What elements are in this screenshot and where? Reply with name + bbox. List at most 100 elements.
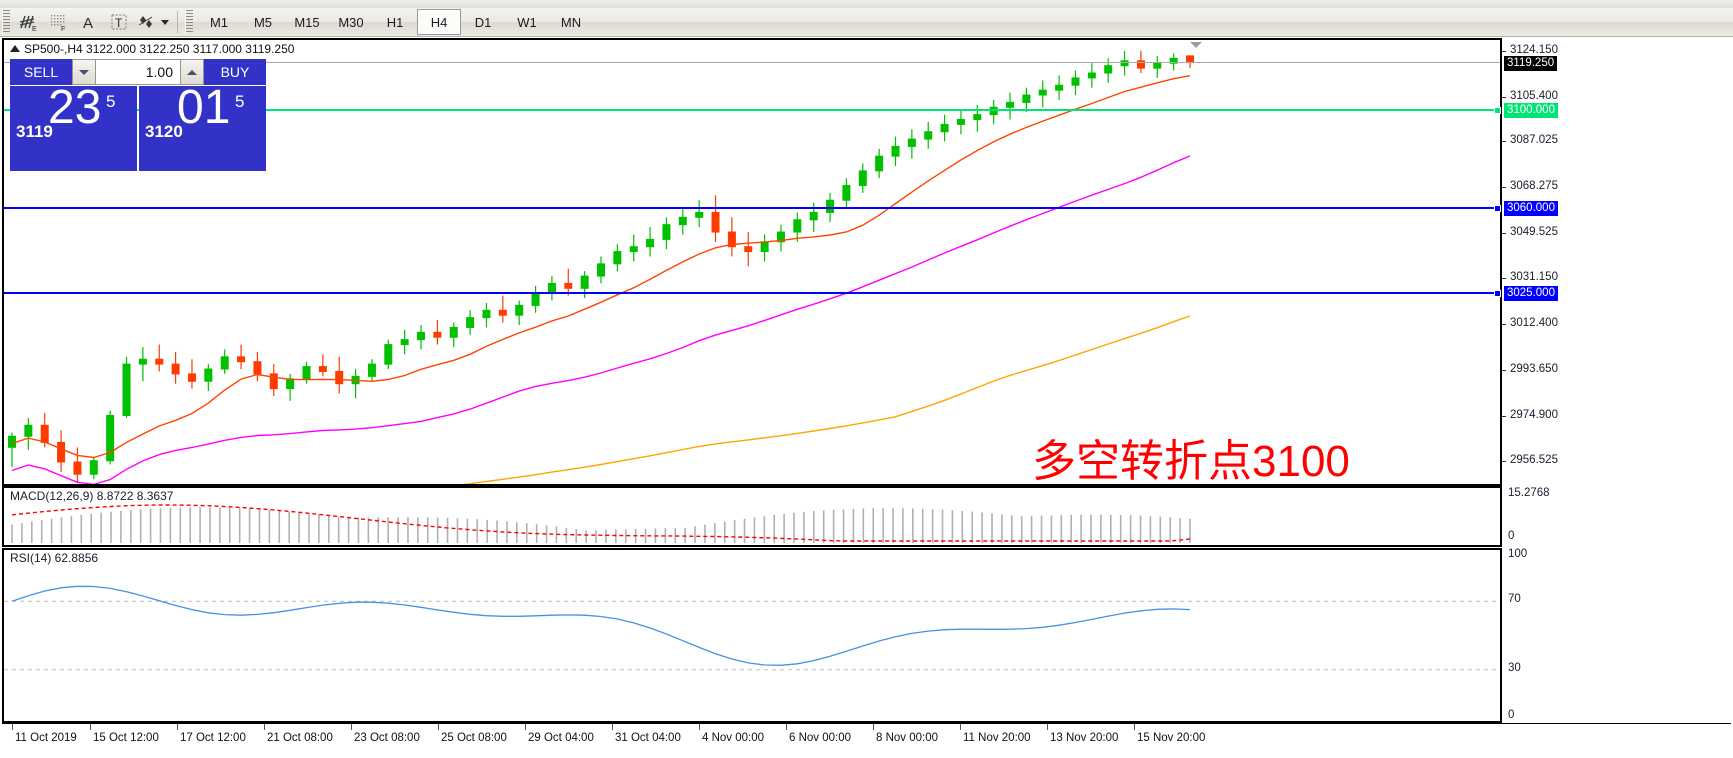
- price-tick-mark: [1502, 415, 1506, 417]
- price-tick-mark: [1502, 324, 1506, 325]
- time-tick-mark: [960, 724, 961, 730]
- time-tick-mark: [438, 724, 439, 730]
- svg-text:F: F: [61, 26, 65, 33]
- svg-text:A: A: [83, 15, 93, 32]
- macd-scale: 15.2768 0: [1502, 486, 1731, 547]
- level-3060-line[interactable]: [4, 204, 1501, 212]
- macd-label: MACD(12,26,9) 8.8722 8.3637: [10, 489, 174, 503]
- buy-button[interactable]: BUY: [204, 59, 266, 85]
- rsi-pane[interactable]: RSI(14) 62.8856: [2, 548, 1502, 723]
- objects-icon[interactable]: [134, 8, 158, 36]
- price-tick-mark: [1502, 96, 1506, 98]
- time-tick-mark: [1047, 724, 1048, 730]
- sell-price-display[interactable]: 3119 23 5: [10, 86, 137, 171]
- rsi-plot: [4, 585, 1500, 671]
- price-tick-label: 3049.525: [1510, 226, 1558, 239]
- timeframe-m5[interactable]: M5: [253, 14, 273, 30]
- macd-tick-label: 15.2768: [1508, 487, 1550, 499]
- price-tick-mark: [1502, 187, 1506, 189]
- chart-symbol-header: SP500-,H4 3122.000 3122.250 3117.000 311…: [10, 42, 294, 56]
- volume-input[interactable]: 1.00: [96, 59, 180, 85]
- rsi-tick-label: 0: [1508, 709, 1515, 721]
- current-price-badge: 3119.250: [1504, 55, 1558, 71]
- text-tool-icon[interactable]: A: [74, 8, 104, 36]
- time-tick-mark: [12, 724, 13, 730]
- price-tick-label: 2956.525: [1510, 453, 1558, 466]
- one-click-trading-panel[interactable]: SELL 1.00 BUY 3119 23 5 3120 01 5: [10, 59, 266, 171]
- sell-price-fraction: 5: [106, 92, 116, 111]
- time-tick-label: 6 Nov 00:00: [789, 732, 852, 744]
- level-3025-line[interactable]: [4, 290, 1501, 298]
- price-pane[interactable]: SP500-,H4 3122.000 3122.250 3117.000 311…: [2, 38, 1502, 486]
- time-tick-mark: [786, 724, 787, 730]
- price-tick-mark: [1502, 141, 1506, 143]
- indicators-icon[interactable]: E: [14, 8, 44, 36]
- rsi-tick-label: 70: [1508, 593, 1521, 606]
- time-tick-mark: [525, 724, 526, 730]
- time-tick-mark: [699, 724, 700, 730]
- timeframe-grip[interactable]: [185, 10, 193, 34]
- price-tick-mark: [1502, 233, 1506, 235]
- chart-annotation-text: 多空转折点3100: [1032, 437, 1350, 486]
- timeframe-h1[interactable]: H1: [386, 14, 404, 30]
- timeframe-mn[interactable]: MN: [560, 14, 582, 30]
- time-tick-label: 29 Oct 04:00: [528, 732, 594, 744]
- buy-price-fraction: 5: [235, 92, 245, 111]
- price-tick-mark: [1502, 460, 1506, 462]
- collapse-triangle-icon[interactable]: [10, 45, 20, 52]
- time-tick-mark: [177, 724, 178, 730]
- timeframe-h4[interactable]: H4: [417, 9, 461, 35]
- level-3025-badge: 3025.000: [1504, 286, 1558, 302]
- chart-header-text: SP500-,H4 3122.000 3122.250 3117.000 311…: [24, 42, 295, 56]
- time-tick-label: 15 Oct 12:00: [93, 732, 159, 744]
- level-3060-handle[interactable]: [1494, 204, 1501, 212]
- volume-increment-button[interactable]: [180, 59, 204, 85]
- sell-button[interactable]: SELL: [10, 59, 72, 85]
- toolbar-grip[interactable]: [2, 10, 10, 34]
- toolbar-separator: [177, 11, 178, 33]
- level-3100-badge: 3100.000: [1504, 102, 1558, 118]
- timeframe-bar: M1 M5 M15 M30 H1 H4 D1 W1 MN: [197, 9, 593, 35]
- time-tick-mark: [90, 724, 91, 730]
- level-3100-line[interactable]: [4, 106, 1501, 114]
- volume-decrement-button[interactable]: [72, 59, 96, 85]
- time-axis[interactable]: 11 Oct 2019 15 Oct 12:00 17 Oct 12:00 21 Oc…: [2, 723, 1731, 758]
- time-tick-label: 8 Nov 00:00: [876, 732, 939, 744]
- timeframe-m30[interactable]: M30: [338, 14, 364, 30]
- time-tick-label: 23 Oct 08:00: [354, 732, 420, 744]
- macd-pane[interactable]: MACD(12,26,9) 8.8722 8.3637: [2, 486, 1502, 547]
- scroll-indicator-icon[interactable]: [1190, 42, 1202, 48]
- time-tick-label: 17 Oct 12:00: [180, 732, 246, 744]
- crosshair-grid-icon[interactable]: F: [44, 8, 74, 36]
- text-label-icon[interactable]: T: [104, 8, 134, 36]
- time-tick-label: 4 Nov 00:00: [702, 732, 765, 744]
- buy-price-main: 01: [177, 86, 231, 134]
- level-3025-handle[interactable]: [1494, 290, 1501, 298]
- timeframe-m15[interactable]: M15: [294, 14, 320, 30]
- timeframe-d1[interactable]: D1: [474, 14, 492, 30]
- price-tick-label: 3105.400: [1510, 89, 1558, 102]
- sell-price-prefix: 3119: [16, 122, 53, 141]
- price-tick-label: 3031.150: [1510, 271, 1558, 284]
- rsi-scale: 100 70 30 0: [1502, 548, 1731, 723]
- time-tick-label: 25 Oct 08:00: [441, 732, 507, 744]
- time-tick-label: 31 Oct 04:00: [615, 732, 681, 744]
- rsi-tick-label: 30: [1508, 661, 1521, 674]
- rsi-label: RSI(14) 62.8856: [10, 551, 99, 565]
- time-tick-label: 21 Oct 08:00: [267, 732, 333, 744]
- timeframe-w1[interactable]: W1: [517, 14, 537, 30]
- chart-area[interactable]: SP500-,H4 3122.000 3122.250 3117.000 311…: [2, 38, 1731, 755]
- price-tick-label: 2993.650: [1510, 362, 1558, 375]
- timeframe-m1[interactable]: M1: [209, 14, 229, 30]
- level-3100-handle[interactable]: [1494, 106, 1501, 114]
- price-tick-mark: [1502, 369, 1506, 371]
- price-tick-label: 2974.900: [1510, 408, 1558, 421]
- objects-dropdown-icon[interactable]: [158, 8, 172, 36]
- price-scale[interactable]: 3124.150 3105.400 3087.025 3068.275 3049.525…: [1502, 38, 1731, 486]
- price-tick-label: 3087.025: [1510, 134, 1558, 147]
- current-price-line: [4, 61, 1500, 63]
- macd-plot: [11, 504, 1191, 543]
- time-tick-mark: [351, 724, 352, 730]
- buy-price-display[interactable]: 3120 01 5: [139, 86, 266, 171]
